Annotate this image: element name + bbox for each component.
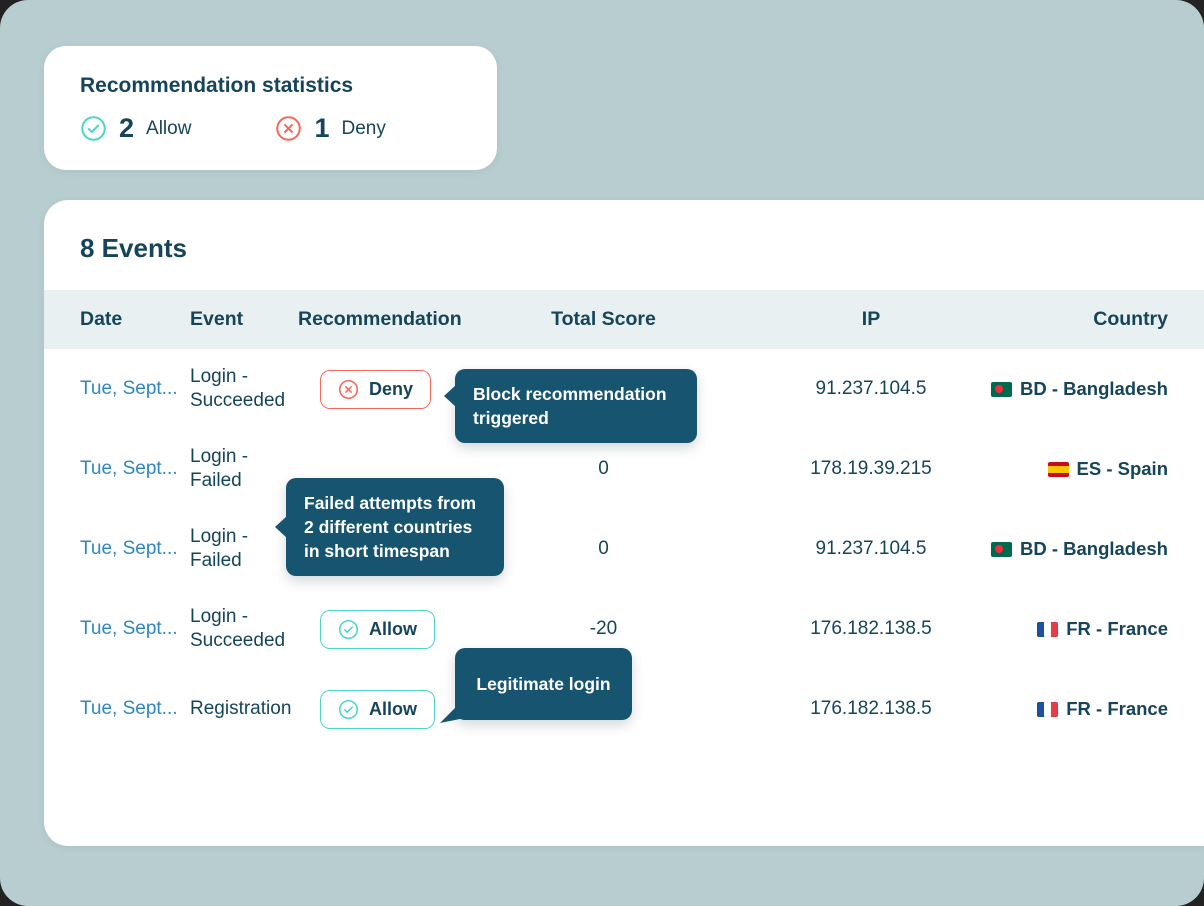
deny-stat: 1 Deny (275, 113, 386, 144)
badge-label: Allow (369, 618, 417, 639)
recommendation-cell: Deny (298, 369, 546, 409)
country-cell: FR - France (1037, 618, 1168, 640)
ip-address: 176.182.138.5 (810, 698, 932, 719)
tooltip-arrow-left-icon (275, 516, 287, 538)
stats-card-title: Recommendation statistics (80, 74, 354, 97)
tooltip-failed-attempts: Failed attempts from 2 different countri… (275, 478, 504, 576)
table-row: Tue, Sept... Login - Succeeded Deny 91.2… (44, 349, 1204, 429)
recommendation-statistics-card: Recommendation statistics 2 Allow (44, 46, 497, 170)
event-label: Login - Failed (190, 446, 249, 491)
total-score-value: 0 (598, 538, 609, 559)
country-flag-icon (1037, 701, 1059, 717)
date-link[interactable]: Tue, Sept... (80, 378, 178, 399)
table-row: Tue, Sept... Registration Allow 176.182.… (44, 669, 1204, 749)
column-header-date: Date (80, 308, 123, 330)
check-circle-icon (338, 699, 359, 720)
badge-label: Allow (369, 698, 417, 719)
table-row: Tue, Sept... Login - Failed 0 178.19.39.… (44, 429, 1204, 509)
stats-row: 2 Allow 1 Deny (80, 113, 461, 144)
total-score-value: -20 (589, 618, 618, 639)
country-flag-icon (990, 541, 1012, 557)
recommendation-cell: Allow (298, 609, 546, 649)
x-circle-icon (275, 115, 302, 142)
recommendation-cell: Allow (298, 689, 546, 729)
column-header-recommendation: Recommendation (298, 308, 462, 330)
date-link[interactable]: Tue, Sept... (80, 538, 178, 559)
country-flag-icon (1037, 621, 1059, 637)
country-name: BD - Bangladesh (1019, 378, 1168, 399)
country-cell: BD - Bangladesh (990, 538, 1168, 560)
column-header-total-score: Total Score (551, 308, 656, 330)
events-title: 8 Events (80, 233, 187, 263)
table-row: Tue, Sept... Login - Failed 0 91.237.104… (44, 509, 1204, 589)
event-label: Login - Failed (190, 526, 249, 571)
allow-badge: Allow (320, 609, 435, 649)
table-row: Tue, Sept... Login - Succeeded Allow -20… (44, 589, 1204, 669)
event-label: Login - Succeeded (190, 366, 286, 411)
event-label: Registration (190, 698, 292, 719)
check-circle-icon (80, 115, 107, 142)
tooltip-legitimate-login: Legitimate login (440, 648, 632, 723)
tooltip-block-recommendation: Block recommendation triggered (444, 369, 697, 443)
tooltip-arrow-left-icon (444, 385, 456, 407)
allow-badge: Allow (320, 689, 435, 729)
ip-address: 178.19.39.215 (810, 458, 932, 479)
country-flag-icon (990, 381, 1012, 397)
deny-count: 1 (314, 113, 330, 143)
event-label: Login - Succeeded (190, 606, 286, 651)
x-circle-icon (338, 379, 359, 400)
events-card: 8 Events Date Event Recommendation Total… (44, 200, 1204, 846)
allow-label: Allow (146, 117, 192, 139)
deny-badge: Deny (320, 369, 432, 409)
allow-stat: 2 Allow (80, 113, 191, 144)
total-score-value: 0 (598, 458, 609, 479)
date-link[interactable]: Tue, Sept... (80, 618, 178, 639)
country-cell: ES - Spain (1047, 458, 1168, 480)
column-header-event: Event (190, 308, 244, 330)
ip-address: 91.237.104.5 (815, 378, 927, 399)
table-body: Tue, Sept... Login - Succeeded Deny 91.2… (44, 349, 1204, 749)
country-cell: FR - France (1037, 698, 1168, 720)
country-name: BD - Bangladesh (1019, 538, 1168, 559)
country-name: FR - France (1066, 698, 1168, 719)
country-cell: BD - Bangladesh (990, 378, 1168, 400)
column-header-country: Country (1093, 308, 1168, 330)
country-name: FR - France (1066, 618, 1168, 639)
date-link[interactable]: Tue, Sept... (80, 458, 178, 479)
country-name: ES - Spain (1076, 458, 1169, 479)
column-header-ip: IP (861, 308, 881, 330)
ip-address: 176.182.138.5 (810, 618, 932, 639)
deny-label: Deny (341, 117, 386, 139)
country-flag-icon (1047, 461, 1069, 477)
date-link[interactable]: Tue, Sept... (80, 698, 178, 719)
badge-label: Deny (369, 378, 414, 399)
ip-address: 91.237.104.5 (815, 538, 927, 559)
table-header: Date Event Recommendation Total Score IP… (44, 290, 1204, 349)
check-circle-icon (338, 619, 359, 640)
allow-count: 2 (119, 113, 135, 143)
